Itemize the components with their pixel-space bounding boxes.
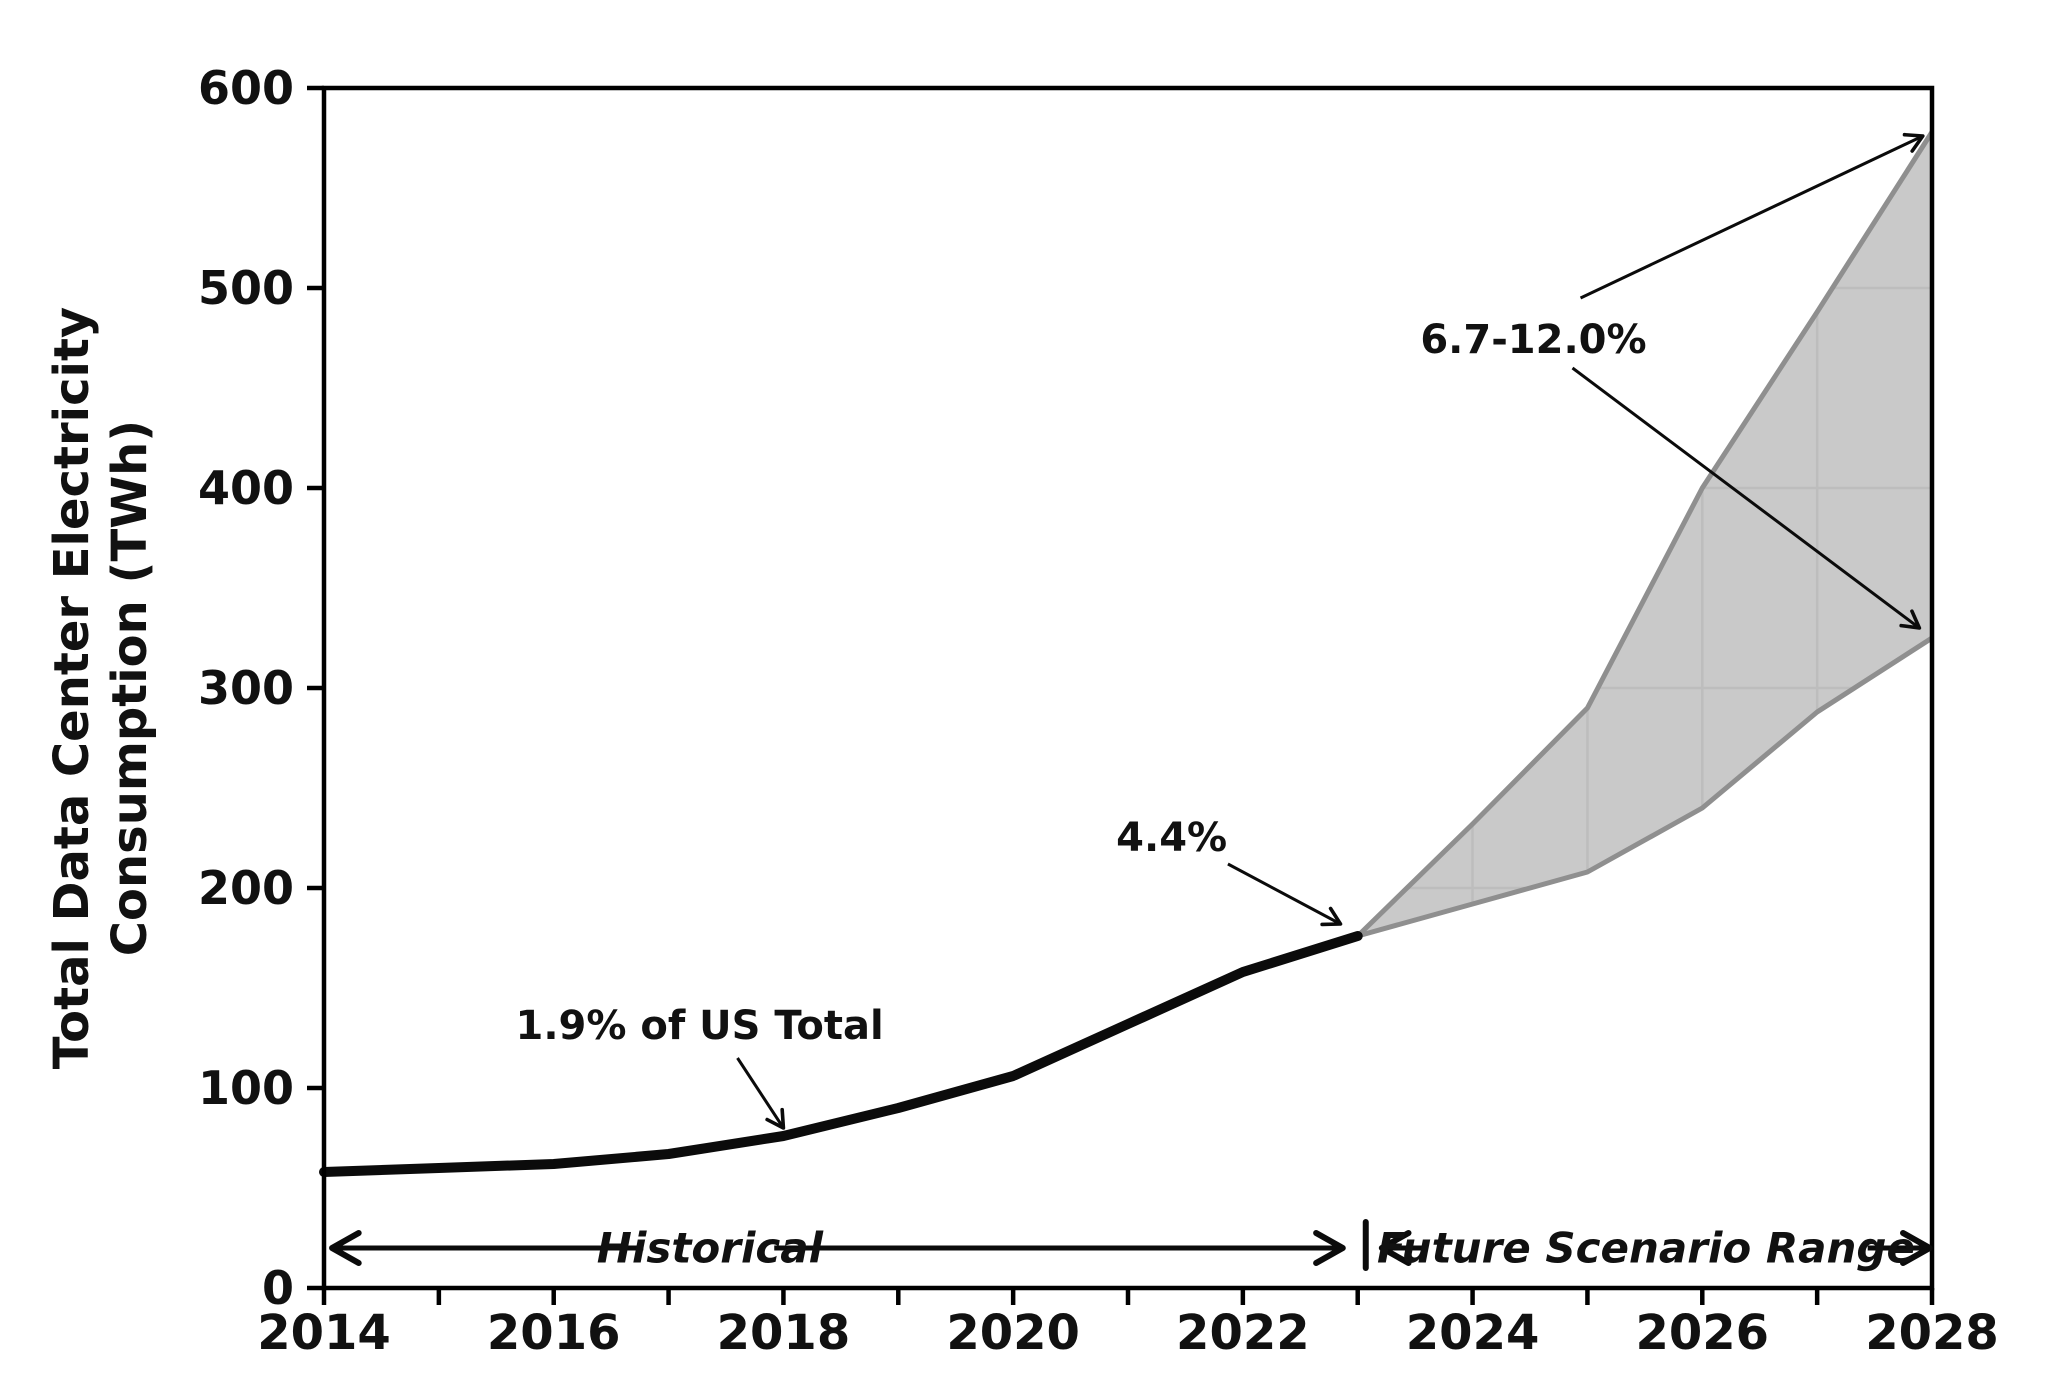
y-axis-title: Total Data Center Electricity [44, 307, 100, 1069]
x-axis-tick-label: 2024 [1406, 1305, 1540, 1361]
x-axis-tick-label: 2016 [487, 1305, 621, 1361]
x-axis-tick-label: 2028 [1865, 1305, 1999, 1361]
share-2018-arrow [736, 1057, 786, 1130]
y-axis-tick-label: 600 [198, 61, 294, 115]
y-axis-title: Consumption (TWh) [102, 420, 158, 956]
share-2028-label: 6.7-12.0% [1420, 317, 1646, 363]
y-axis-tick-label: 400 [198, 461, 294, 515]
y-axis-tick-label: 300 [198, 661, 294, 715]
scenario-high-line [1355, 130, 1935, 938]
share-2028-arrow [1579, 132, 1925, 300]
scenario-low-line [1357, 635, 1934, 939]
future-span-label: Future Scenario Range [1377, 1224, 1915, 1273]
x-axis-tick-label: 2026 [1635, 1305, 1769, 1361]
x-axis-tick-label: 2020 [946, 1305, 1080, 1361]
historical-line [319, 931, 1363, 1177]
share-2023-label: 4.4% [1116, 815, 1227, 861]
share-2018-label: 1.9% of US Total [515, 1003, 883, 1049]
share-2028-arrow [1571, 366, 1922, 630]
y-axis-tick-label: 100 [198, 1061, 294, 1115]
x-axis-tick-label: 2022 [1176, 1305, 1310, 1361]
x-axis-tick-label: 2018 [717, 1305, 851, 1361]
y-axis-tick-label: 500 [198, 261, 294, 315]
share-2023-arrow [1227, 862, 1343, 927]
historical-span-label: Historical [597, 1224, 824, 1273]
y-axis-tick-label: 200 [198, 861, 294, 915]
y-axis-tick-label: 0 [262, 1261, 294, 1315]
x-axis-tick-label: 2014 [257, 1305, 391, 1361]
scenario-range-band [1357, 132, 1932, 936]
fan-gridlines [1357, 132, 1932, 936]
